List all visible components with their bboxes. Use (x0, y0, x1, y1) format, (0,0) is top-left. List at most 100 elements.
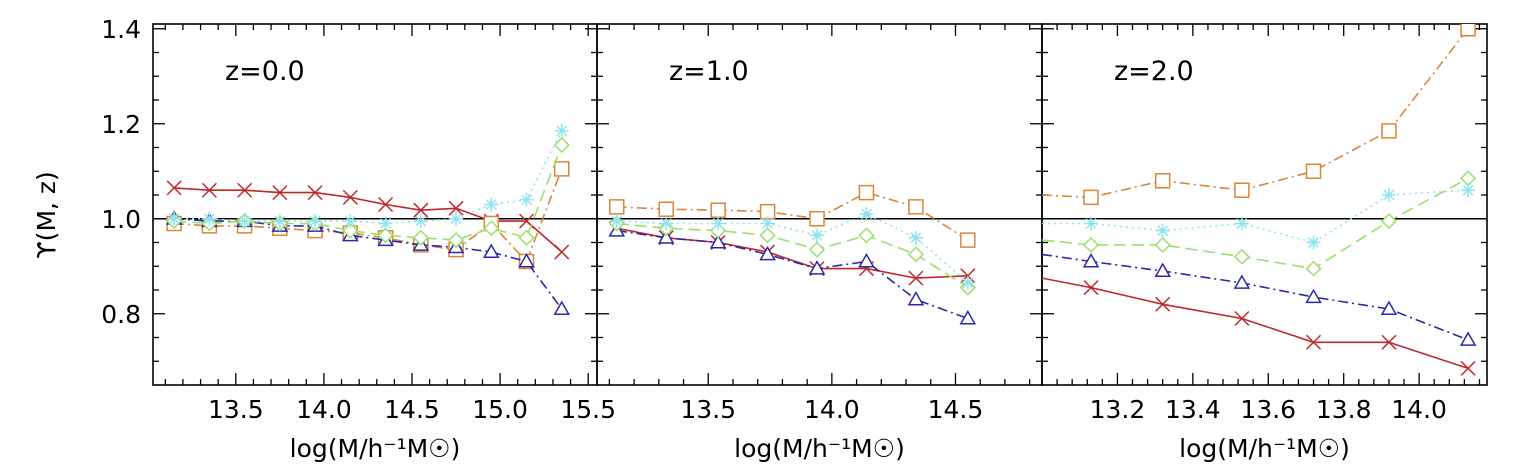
data-point (1305, 260, 1322, 277)
series-x (1042, 277, 1476, 376)
series-line (616, 227, 968, 279)
series-square (1042, 24, 1476, 206)
series-line (616, 213, 969, 284)
data-point (960, 275, 975, 290)
data-point (760, 216, 775, 231)
series-line (1042, 277, 1469, 370)
data-point (657, 229, 675, 244)
y-axis-title: ϒ(M, z) (32, 171, 61, 259)
x-tick-label: 14.0 (1391, 395, 1447, 424)
y-tick-label: 1.4 (101, 15, 141, 44)
data-point (272, 214, 287, 229)
series-asterisk (1042, 183, 1476, 250)
data-point (709, 233, 727, 249)
panel-label: z=1.0 (669, 56, 749, 87)
data-point (554, 123, 569, 138)
data-point (808, 260, 826, 275)
data-point (1234, 182, 1250, 198)
data-point (553, 137, 570, 154)
data-point (378, 216, 393, 231)
x-tick-label: 13.4 (1165, 395, 1221, 424)
data-point (710, 202, 726, 218)
x-tick-label: 14.5 (928, 395, 984, 424)
data-point (1381, 188, 1396, 202)
data-point (659, 216, 674, 231)
data-point (960, 268, 976, 284)
data-point (342, 189, 358, 205)
data-point (1154, 262, 1171, 277)
series-line (174, 130, 563, 225)
data-point (342, 222, 359, 239)
data-point (1459, 331, 1477, 346)
x-tick-label: 13.2 (1090, 395, 1146, 424)
data-point (1234, 310, 1250, 327)
series-line (616, 222, 969, 289)
series-line (616, 191, 969, 241)
series-line (174, 187, 563, 253)
x-tick-label: 13.8 (1316, 395, 1372, 424)
data-point (1084, 216, 1099, 231)
series-line (1042, 177, 1469, 270)
data-point (1083, 280, 1099, 296)
data-point (810, 228, 825, 243)
data-point (412, 229, 429, 246)
data-point (377, 227, 394, 244)
series-square (166, 161, 570, 270)
series-line (1042, 28, 1469, 199)
data-point (711, 216, 726, 231)
data-point (413, 214, 428, 229)
x-tick-label: 14.5 (384, 395, 440, 424)
data-point (908, 199, 924, 215)
series-diamond (166, 137, 570, 249)
data-point (518, 229, 535, 246)
data-point (1460, 24, 1476, 37)
data-point (1380, 300, 1398, 315)
series-x (166, 180, 570, 260)
data-point (1381, 123, 1397, 139)
panel-2: 13.5 14.0 14.5 log(M/h⁻¹M☉) z=1.0 (596, 23, 1043, 463)
panels: 13.5 14.0 14.5 15.0 15.5 0.8 1.0 1.2 1.4 log(M/h⁻… (101, 15, 1488, 463)
data-point (959, 309, 977, 325)
data-point (1082, 252, 1100, 268)
data-point (343, 214, 358, 229)
data-point (1234, 216, 1249, 231)
data-point (449, 211, 464, 226)
data-point (1233, 274, 1251, 289)
series-triangle (1042, 252, 1477, 346)
data-point (759, 245, 776, 261)
data-point (1380, 213, 1398, 230)
data-point (809, 211, 825, 227)
data-point (482, 243, 500, 258)
data-point (1233, 248, 1250, 265)
data-point (1082, 236, 1100, 253)
data-point (237, 214, 252, 229)
series-line (174, 168, 563, 263)
series-triangle (608, 222, 977, 325)
x-axis-title: log(M/h⁻¹M☉) (734, 434, 905, 463)
series-asterisk (167, 123, 569, 231)
data-point (907, 246, 924, 263)
data-point (908, 230, 923, 245)
panel-1: 13.5 14.0 14.5 15.0 15.5 0.8 1.0 1.2 1.4 log(M/h⁻… (101, 15, 616, 463)
data-point (167, 211, 182, 226)
data-point (272, 185, 288, 201)
data-point (1381, 334, 1397, 350)
x-tick-label: 15.0 (472, 395, 528, 424)
data-point (1155, 223, 1170, 238)
data-point (1305, 163, 1322, 179)
data-point (1083, 189, 1099, 206)
data-point (166, 180, 182, 196)
data-point (609, 199, 625, 215)
data-point (519, 192, 534, 207)
data-point (484, 197, 499, 212)
data-point (447, 232, 465, 249)
series-diamond (1042, 170, 1477, 277)
x-axis-title: log(M/h⁻¹M☉) (1179, 434, 1350, 463)
data-point (1460, 360, 1476, 376)
data-point (1305, 288, 1322, 304)
y-tick-label: 0.8 (101, 300, 141, 329)
series-square (609, 184, 976, 248)
data-point (308, 214, 323, 229)
data-point (609, 214, 624, 229)
panel-label: z=0.0 (225, 56, 305, 87)
